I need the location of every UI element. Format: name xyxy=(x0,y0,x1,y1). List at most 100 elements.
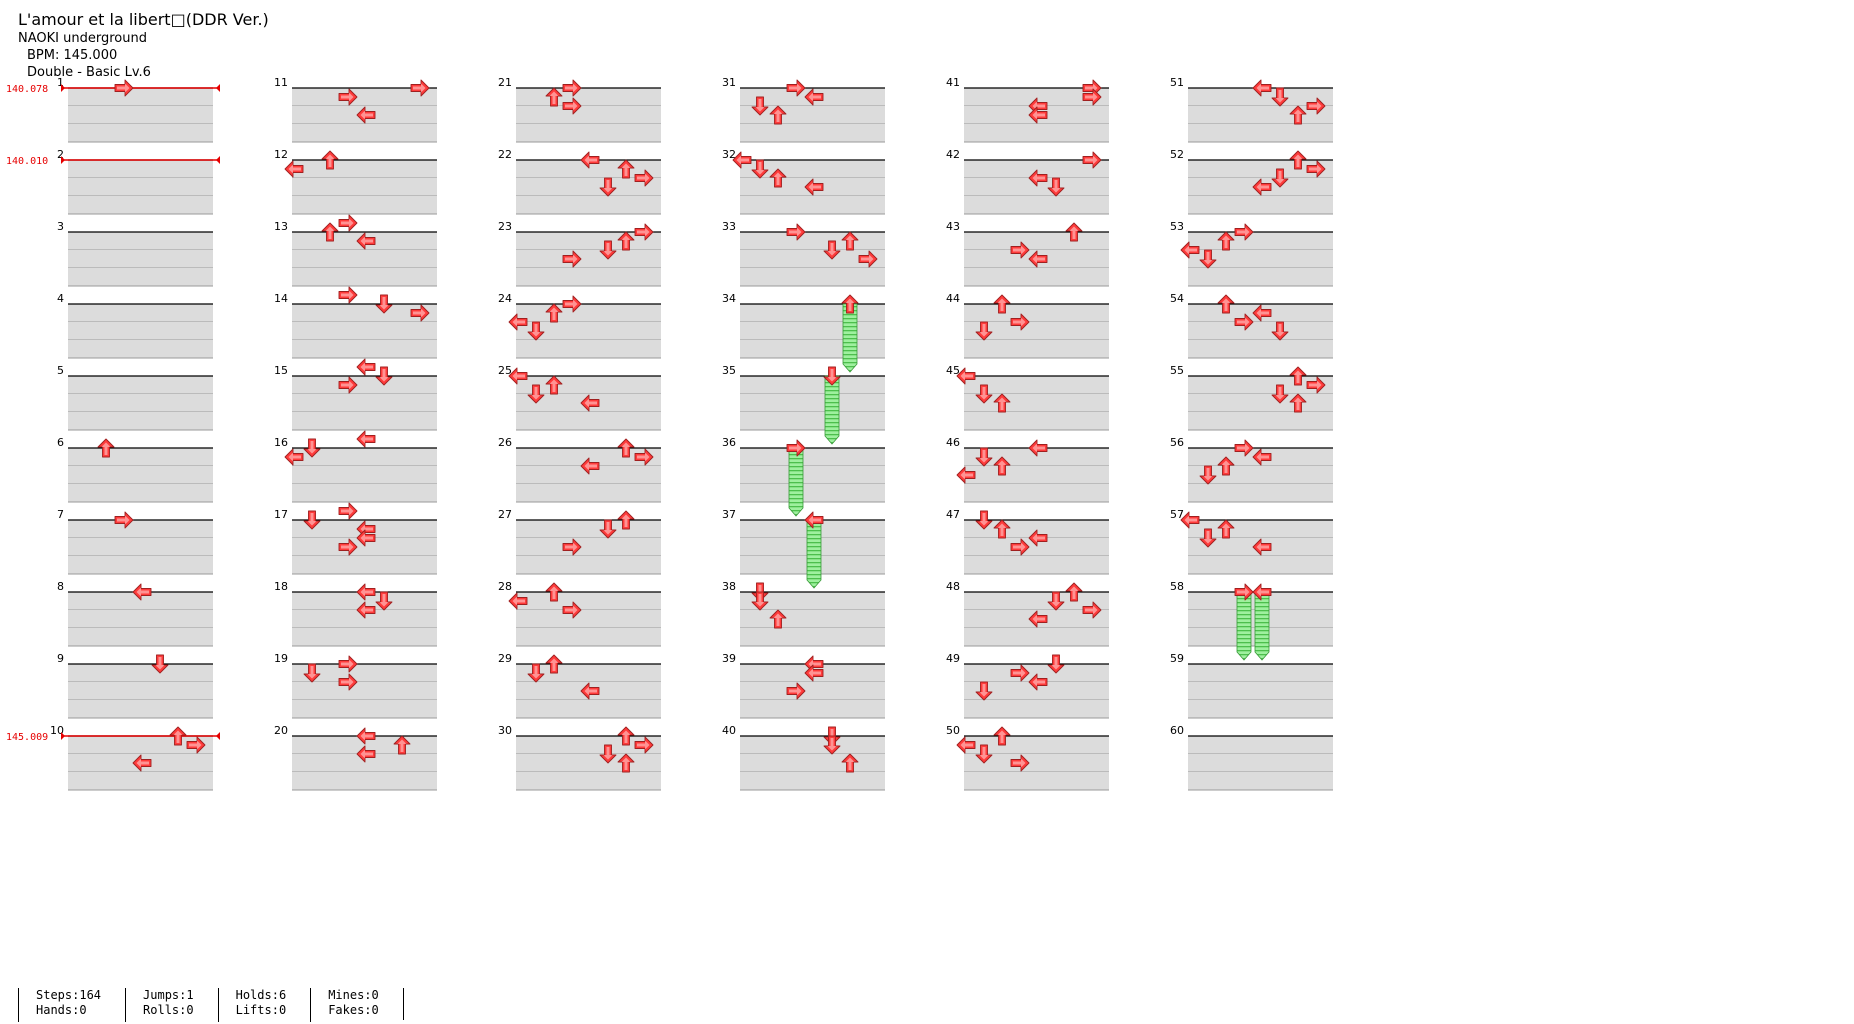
measure-20: 20 xyxy=(274,724,437,791)
measure-55: 55 xyxy=(1170,364,1333,431)
beat-band xyxy=(1188,88,1333,106)
beat-band xyxy=(1188,124,1333,142)
beat-band xyxy=(516,412,661,430)
measure-number: 17 xyxy=(274,508,288,521)
beat-band xyxy=(964,754,1109,772)
beat-band xyxy=(292,268,437,286)
measure-36: 36 xyxy=(722,436,885,503)
song-header: L'amour et la libert□(DDR Ver.) NAOKI un… xyxy=(18,10,269,81)
beat-band xyxy=(1188,340,1333,358)
beat-band xyxy=(68,160,213,178)
measure-number: 28 xyxy=(498,580,512,593)
song-bpm: BPM: 145.000 xyxy=(27,48,118,63)
measure-number: 42 xyxy=(946,148,960,161)
measure-12: 12 xyxy=(274,148,437,215)
measure-number: 20 xyxy=(274,724,288,737)
beat-band xyxy=(516,304,661,322)
measure-number: 26 xyxy=(498,436,512,449)
hold-body xyxy=(788,447,804,517)
beat-band xyxy=(964,412,1109,430)
bpm-value: 140.010 xyxy=(6,156,48,167)
fakes-count: Fakes:0 xyxy=(328,1003,379,1017)
measure-number: 43 xyxy=(946,220,960,233)
beat-band xyxy=(964,232,1109,250)
measure-number: 34 xyxy=(722,292,736,305)
beat-band xyxy=(516,250,661,268)
measure-number: 44 xyxy=(946,292,960,305)
measure-2: 2 xyxy=(57,148,213,215)
lifts-count: Lifts:0 xyxy=(235,1003,287,1017)
measure-number: 50 xyxy=(946,724,960,737)
beat-band xyxy=(68,412,213,430)
measure-19: 19 xyxy=(274,652,437,719)
beat-band xyxy=(516,466,661,484)
beat-band xyxy=(68,304,213,322)
beat-band xyxy=(68,772,213,790)
measure-18: 18 xyxy=(274,580,437,647)
beat-band xyxy=(740,682,885,700)
beat-band xyxy=(292,88,437,106)
measure-number: 8 xyxy=(57,580,64,593)
measure-number: 40 xyxy=(722,724,736,737)
measure-14: 14 xyxy=(274,292,437,359)
beat-band xyxy=(740,484,885,502)
beat-band xyxy=(68,520,213,538)
beat-band xyxy=(292,160,437,178)
beat-band xyxy=(292,628,437,646)
jumps-count: Jumps:1 xyxy=(143,988,194,1002)
measure-30: 30 xyxy=(498,724,661,791)
measure-number: 55 xyxy=(1170,364,1184,377)
beat-band xyxy=(68,340,213,358)
beat-band xyxy=(516,520,661,538)
beat-band xyxy=(964,160,1109,178)
beat-band xyxy=(292,340,437,358)
measure-number: 46 xyxy=(946,436,960,449)
beat-band xyxy=(740,196,885,214)
measure-number: 2 xyxy=(57,148,64,161)
beat-band xyxy=(1188,754,1333,772)
bpm-value: 140.078 xyxy=(6,84,48,95)
beat-band xyxy=(68,700,213,718)
beat-band xyxy=(516,628,661,646)
bpm-right-tick xyxy=(216,84,220,92)
beat-band xyxy=(68,268,213,286)
beat-band xyxy=(292,700,437,718)
beat-band xyxy=(1188,412,1333,430)
beat-band xyxy=(964,88,1109,106)
measure-31: 31 xyxy=(722,76,885,143)
beat-band xyxy=(740,736,885,754)
measure-47: 47 xyxy=(946,508,1109,575)
measure-54: 54 xyxy=(1170,292,1333,359)
beat-band xyxy=(292,178,437,196)
measure-number: 45 xyxy=(946,364,960,377)
hands-count: Hands:0 xyxy=(36,1003,87,1017)
measure-number: 53 xyxy=(1170,220,1184,233)
beat-band xyxy=(292,466,437,484)
measure-9: 9 xyxy=(57,652,213,719)
hold-body xyxy=(842,303,858,373)
beat-band xyxy=(516,772,661,790)
beat-band xyxy=(740,340,885,358)
bpm-value: 145.009 xyxy=(6,732,48,743)
beat-band xyxy=(1188,268,1333,286)
bpm-marker: 140.010 xyxy=(6,156,220,167)
measure-42: 42 xyxy=(946,148,1109,215)
measure-28: 28 xyxy=(498,580,661,647)
beat-band xyxy=(740,268,885,286)
measure-number: 19 xyxy=(274,652,288,665)
measure-number: 36 xyxy=(722,436,736,449)
beat-band xyxy=(68,196,213,214)
measure-number: 25 xyxy=(498,364,512,377)
measure-number: 54 xyxy=(1170,292,1184,305)
measure-8: 8 xyxy=(57,580,213,647)
beat-band xyxy=(740,700,885,718)
beat-band xyxy=(964,682,1109,700)
measure-number: 48 xyxy=(946,580,960,593)
measure-16: 16 xyxy=(274,436,437,503)
beat-band xyxy=(740,322,885,340)
beat-band xyxy=(740,232,885,250)
beat-band xyxy=(964,340,1109,358)
beat-band xyxy=(516,700,661,718)
beat-band xyxy=(68,322,213,340)
measure-number: 57 xyxy=(1170,508,1184,521)
